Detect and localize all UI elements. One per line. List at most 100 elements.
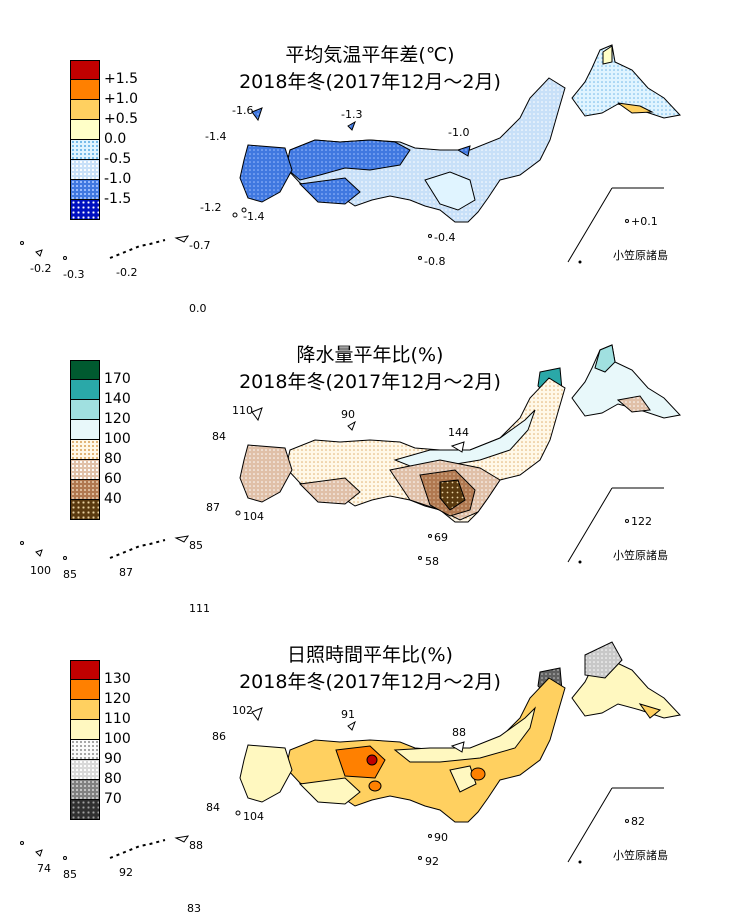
legend-swatch <box>70 800 100 820</box>
legend-swatch <box>70 380 100 400</box>
value-label: +0.1 <box>631 215 658 228</box>
value-label: 110 <box>232 404 253 417</box>
value-label: 87 <box>119 566 133 579</box>
value-label: 58 <box>425 555 439 568</box>
legend-label: 100 <box>104 731 131 747</box>
legend-label: 40 <box>104 491 122 507</box>
value-label: 82 <box>631 815 645 828</box>
legend-swatch <box>70 780 100 800</box>
value-label: -1.4 <box>243 210 265 223</box>
value-label: 88 <box>189 839 203 852</box>
legend-swatch <box>70 660 100 680</box>
value-label: 85 <box>63 568 77 581</box>
value-label: 87 <box>206 501 220 514</box>
value-label: -1.4 <box>205 130 227 143</box>
panel-subtitle: 2018年冬(2017年12月～2月) <box>239 71 501 93</box>
legend-swatch <box>70 80 100 100</box>
legend-swatch <box>70 360 100 380</box>
value-label: 92 <box>119 866 133 879</box>
legend-swatch <box>70 120 100 140</box>
legend-swatch <box>70 680 100 700</box>
legend-swatch <box>70 100 100 120</box>
legend-label: 80 <box>104 771 122 787</box>
legend-label: -0.5 <box>104 151 132 167</box>
value-label: 83 <box>187 902 201 915</box>
precipitation-panel: 降水量平年比(%) 2018年冬(2017年12月～2月) 170 140 12… <box>0 300 750 615</box>
japan-map <box>20 44 681 264</box>
panel-title: 日照時間平年比(%) <box>287 644 453 666</box>
panel-title: 平均気温平年差(℃) <box>285 44 455 66</box>
value-label: -0.2 <box>116 266 138 279</box>
legend-label: 130 <box>104 671 131 687</box>
legend-swatch <box>70 480 100 500</box>
value-label: 144 <box>448 426 469 439</box>
value-label: -1.6 <box>232 104 254 117</box>
value-label: 85 <box>189 539 203 552</box>
legend <box>70 660 100 820</box>
value-label: 85 <box>63 868 77 881</box>
sunshine-panel: 日照時間平年比(%) 2018年冬(2017年12月～2月) 130 120 1… <box>0 600 750 915</box>
islands-label: 小笠原諸島 <box>613 849 668 862</box>
legend-swatch <box>70 500 100 520</box>
value-label: -1.0 <box>448 126 470 139</box>
legend-label: 0.0 <box>104 131 127 147</box>
value-label: 69 <box>434 531 448 544</box>
value-label: -0.4 <box>434 231 456 244</box>
legend-swatch <box>70 200 100 220</box>
panel-subtitle: 2018年冬(2017年12月～2月) <box>239 371 501 393</box>
legend-label: +0.5 <box>104 111 138 127</box>
value-label: 100 <box>30 564 51 577</box>
value-label: 90 <box>434 831 448 844</box>
value-label: 122 <box>631 515 652 528</box>
islands-label: 小笠原諸島 <box>613 549 668 562</box>
legend <box>70 360 100 520</box>
legend-swatch <box>70 700 100 720</box>
value-label: 86 <box>212 730 226 743</box>
panel-subtitle: 2018年冬(2017年12月～2月) <box>239 671 501 693</box>
legend-label: 90 <box>104 751 122 767</box>
legend-swatch <box>70 60 100 80</box>
temperature-panel: 平均気温平年差(℃) 2018年冬(2017年12月～2月) +1.5 +1.0… <box>0 0 750 315</box>
value-label: -1.2 <box>200 201 222 214</box>
legend-label: 110 <box>104 711 131 727</box>
value-label: 88 <box>452 726 466 739</box>
legend-swatch <box>70 720 100 740</box>
legend-swatch <box>70 440 100 460</box>
legend-label: 140 <box>104 391 131 407</box>
value-label: -0.7 <box>189 239 211 252</box>
legend-swatch <box>70 160 100 180</box>
value-label: -0.8 <box>424 255 446 268</box>
legend-swatch <box>70 740 100 760</box>
legend-label: +1.5 <box>104 71 138 87</box>
legend-swatch <box>70 460 100 480</box>
value-label: 111 <box>189 602 210 615</box>
legend-swatch <box>70 400 100 420</box>
panel-title: 降水量平年比(%) <box>296 344 444 366</box>
value-label: 84 <box>212 430 226 443</box>
value-label: 102 <box>232 704 253 717</box>
value-label: -1.3 <box>341 108 363 121</box>
legend-swatch <box>70 140 100 160</box>
value-label: 104 <box>243 510 264 523</box>
legend-label: 170 <box>104 371 131 387</box>
islands-label: 小笠原諸島 <box>613 249 668 262</box>
legend-label: 60 <box>104 471 122 487</box>
value-label: 74 <box>37 862 51 875</box>
japan-map <box>20 344 681 564</box>
legend-label: -1.5 <box>104 191 132 207</box>
legend-label: 120 <box>104 411 131 427</box>
japan-map <box>20 641 681 864</box>
legend <box>70 60 100 220</box>
legend-swatch <box>70 420 100 440</box>
legend-label: +1.0 <box>104 91 138 107</box>
value-label: -0.3 <box>63 268 85 281</box>
legend-label: 120 <box>104 691 131 707</box>
value-label: -0.2 <box>30 262 52 275</box>
legend-swatch <box>70 760 100 780</box>
value-label: 92 <box>425 855 439 868</box>
legend-label: 70 <box>104 791 122 807</box>
value-label: 91 <box>341 708 355 721</box>
legend-label: -1.0 <box>104 171 132 187</box>
value-label: 90 <box>341 408 355 421</box>
legend-label: 100 <box>104 431 131 447</box>
